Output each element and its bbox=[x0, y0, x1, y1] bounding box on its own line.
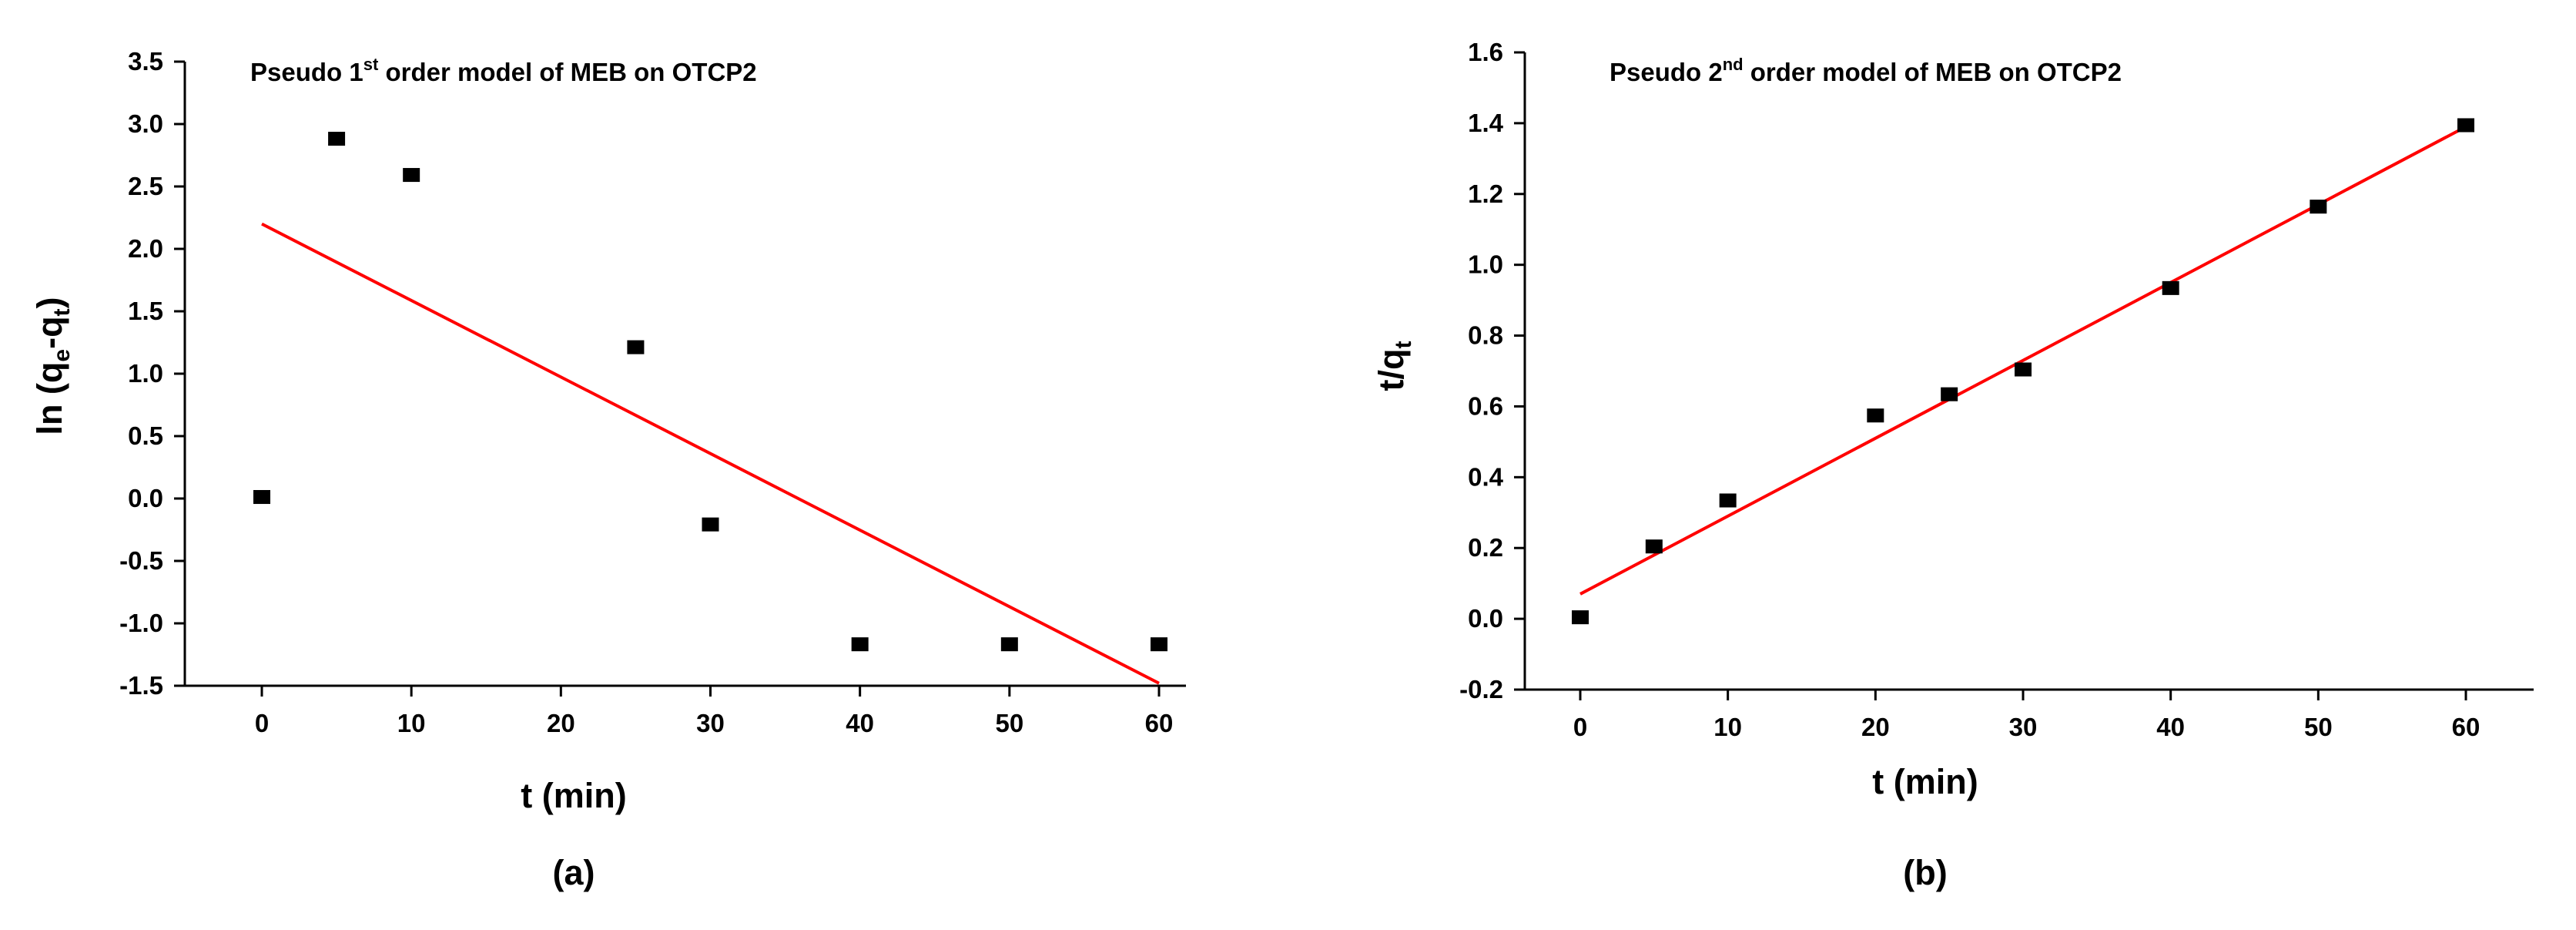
y-tick-label: 0.5 bbox=[128, 421, 163, 450]
y-tick-label: 3.0 bbox=[128, 109, 163, 138]
data-point bbox=[851, 637, 869, 652]
chart-title: Pseudo 2nd order model of MEB on OTCP2 bbox=[1610, 55, 2122, 86]
y-tick-label: -1.5 bbox=[119, 671, 163, 700]
data-point bbox=[1867, 408, 1884, 423]
data-point bbox=[253, 490, 270, 505]
x-tick-label: 60 bbox=[1145, 709, 1174, 737]
fit-line bbox=[1579, 125, 2467, 596]
data-point bbox=[2162, 280, 2179, 295]
y-tick-label: 1.4 bbox=[1468, 109, 1504, 137]
x-tick-label: 10 bbox=[1713, 713, 1742, 741]
y-tick-label: 1.2 bbox=[1468, 180, 1503, 208]
y-tick-label: 0.4 bbox=[1468, 462, 1504, 491]
y-tick-label: -1.0 bbox=[119, 609, 163, 637]
x-tick-label: 20 bbox=[1861, 713, 1890, 741]
data-point bbox=[2457, 118, 2474, 133]
data-point bbox=[2015, 362, 2032, 377]
y-tick-label: 0.0 bbox=[128, 484, 163, 512]
y-axis-title: ln (qe-qt) bbox=[30, 297, 75, 435]
y-tick-label: 0.2 bbox=[1468, 533, 1503, 562]
x-tick-label: 50 bbox=[995, 709, 1023, 737]
y-tick-label: 0.6 bbox=[1468, 391, 1503, 420]
data-point bbox=[2310, 200, 2327, 214]
x-tick-label: 40 bbox=[846, 709, 874, 737]
x-tick-label: 30 bbox=[2009, 713, 2038, 741]
y-tick-label: 1.0 bbox=[1468, 250, 1503, 279]
y-tick-label: 0.8 bbox=[1468, 321, 1503, 350]
chart-panel-a: 3.5 3.0 2.5 2.0 1.5 1.0 0.5 0.0 -0.5 -1.0 -1.5 0 10 2… bbox=[30, 47, 1186, 892]
panel-label: (b) bbox=[1903, 853, 1947, 892]
y-tick-label: -0.2 bbox=[1459, 675, 1503, 703]
y-tick-label: 2.0 bbox=[128, 234, 163, 263]
y-tick-label: -0.5 bbox=[119, 546, 163, 575]
chart-title: Pseudo 1st order model of MEB on OTCP2 bbox=[250, 55, 757, 86]
panel-label: (a) bbox=[553, 853, 595, 892]
y-tick-label: 3.5 bbox=[128, 47, 163, 76]
y-tick-label: 1.0 bbox=[128, 359, 163, 388]
data-point bbox=[1151, 637, 1167, 652]
y-tick-label: 2.5 bbox=[128, 172, 163, 200]
x-tick-label: 60 bbox=[2452, 713, 2481, 741]
data-point bbox=[403, 168, 420, 183]
x-tick-label: 0 bbox=[255, 709, 269, 737]
chart-panel-b: 1.6 1.4 1.2 1.0 0.8 0.6 0.4 0.2 0.0 -0.2 0 10 20 30 40… bbox=[1372, 38, 2534, 892]
x-tick-label: 20 bbox=[547, 709, 575, 737]
data-point bbox=[702, 517, 719, 532]
x-tick-label: 30 bbox=[696, 709, 725, 737]
fit-line bbox=[261, 222, 1160, 685]
y-tick-label: 1.6 bbox=[1468, 38, 1503, 66]
data-point bbox=[1572, 610, 1589, 625]
data-point bbox=[1719, 493, 1737, 508]
x-tick-label: 50 bbox=[2304, 713, 2333, 741]
x-axis-title: t (min) bbox=[521, 776, 626, 815]
data-point bbox=[627, 340, 645, 354]
x-tick-label: 40 bbox=[2156, 713, 2185, 741]
y-tick-label: 1.5 bbox=[128, 297, 163, 325]
x-tick-label: 0 bbox=[1573, 713, 1587, 741]
data-point bbox=[1000, 637, 1018, 652]
y-axis-title: t/qt bbox=[1372, 341, 1416, 391]
y-tick-label: 0.0 bbox=[1468, 604, 1503, 633]
data-point bbox=[1941, 387, 1958, 401]
x-axis-title: t (min) bbox=[1872, 762, 1978, 801]
data-point bbox=[328, 132, 346, 146]
x-tick-label: 10 bbox=[397, 709, 426, 737]
data-point bbox=[1645, 539, 1663, 554]
